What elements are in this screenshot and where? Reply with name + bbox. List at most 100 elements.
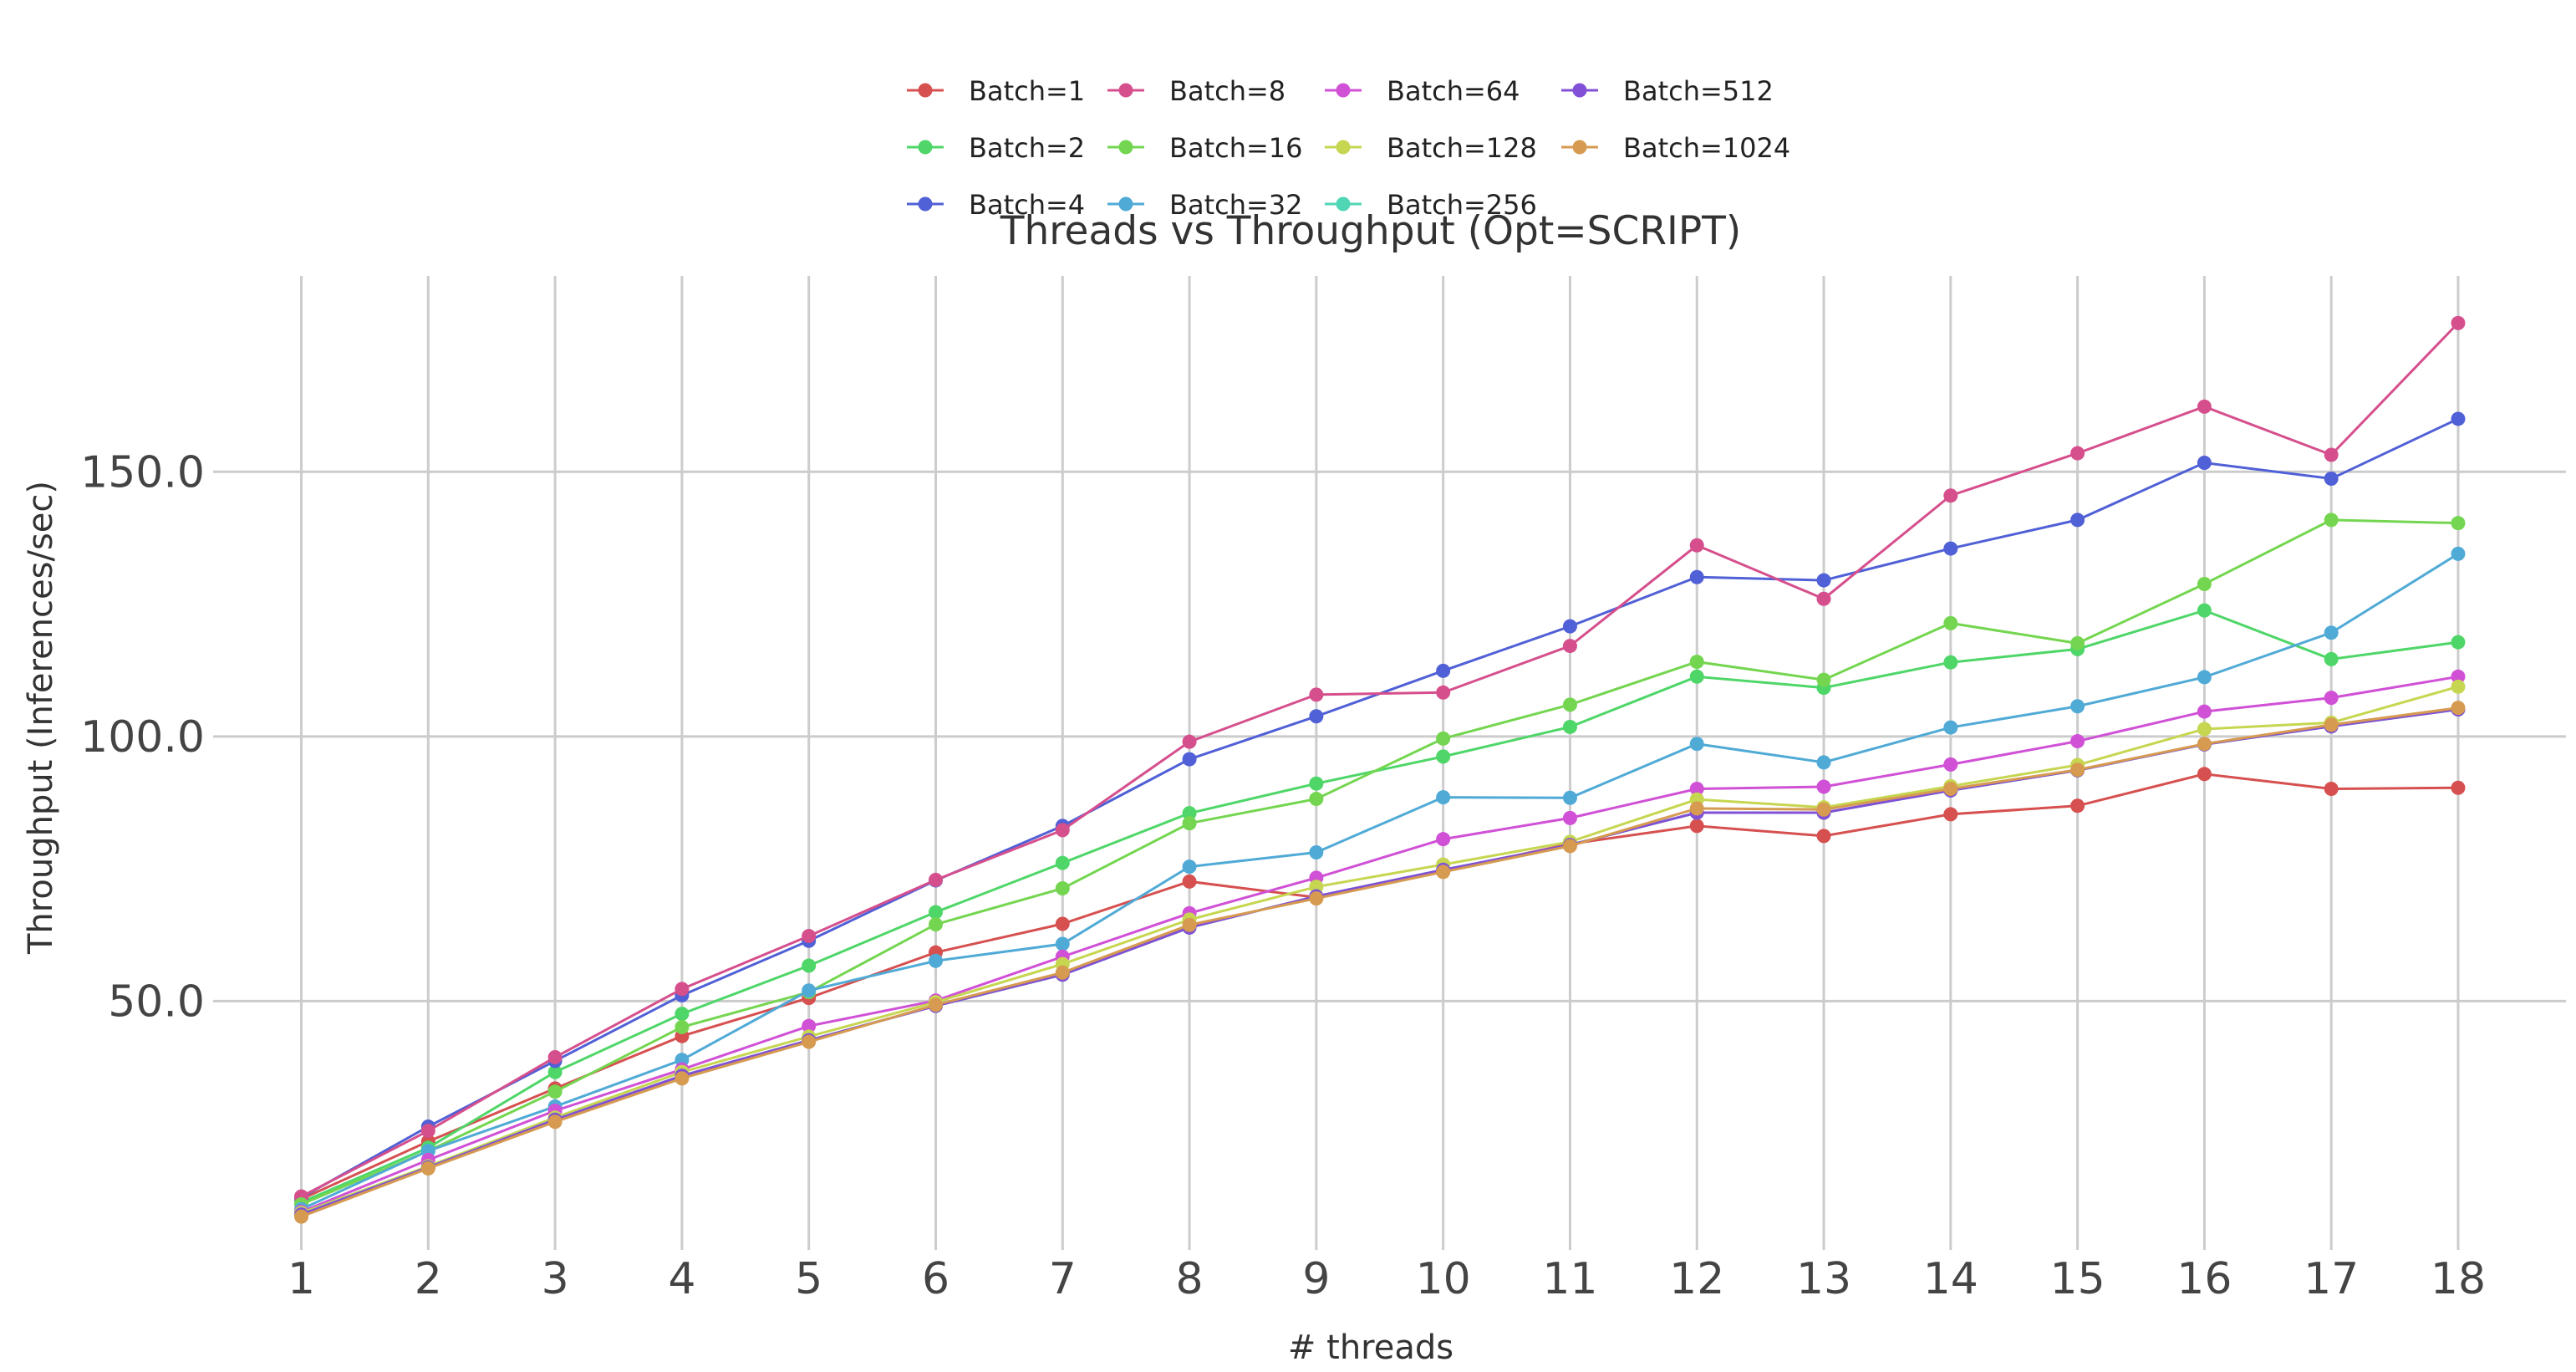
tick-labels: 1 2 3 4 5 6 7 8 9 10 11 12 13 14 15 16 17 1850.0100.0150.… <box>80 447 2486 1304</box>
data-point <box>2197 576 2212 591</box>
data-point <box>2451 546 2466 561</box>
data-point <box>1436 663 1451 678</box>
series-layer <box>294 315 2466 1224</box>
data-point <box>1816 829 1831 844</box>
data-point <box>928 917 943 932</box>
data-point <box>802 929 817 944</box>
legend-item: Batch=1024 <box>1561 132 1790 164</box>
legend-item: Batch=16 <box>1107 132 1303 164</box>
data-point <box>2451 516 2466 531</box>
legend-label: Batch=256 <box>1387 189 1537 221</box>
data-point <box>2197 603 2212 618</box>
y-tick-label: 150.0 <box>80 447 205 497</box>
legend-marker <box>918 196 933 212</box>
x-tick-label: 12 <box>1669 1254 1724 1304</box>
data-point <box>928 997 943 1012</box>
data-point <box>1182 806 1197 821</box>
data-point <box>2324 513 2339 528</box>
x-tick-label: 7 <box>1049 1254 1077 1304</box>
legend-label: Batch=32 <box>1169 189 1303 221</box>
data-point <box>2324 782 2339 797</box>
data-point <box>1309 687 1324 702</box>
data-point <box>928 953 943 968</box>
x-tick-label: 3 <box>542 1254 569 1304</box>
y-axis-label: Throughput (Inferences/sec) <box>22 481 60 955</box>
legend-label: Batch=16 <box>1169 132 1303 164</box>
series-line <box>300 553 2459 1211</box>
data-point <box>1816 573 1831 588</box>
data-point <box>420 1160 435 1176</box>
data-point <box>2324 717 2339 732</box>
data-point <box>1689 819 1704 834</box>
legend: Batch=1 Batch=2 Batch=4 Batch=8 Batch=16 Batc… <box>907 75 1790 221</box>
legend-marker <box>1572 140 1587 155</box>
chart-title: Threads vs Throughput (Opt=SCRIPT) <box>1000 208 1741 254</box>
data-point <box>675 1019 690 1034</box>
data-point <box>2197 767 2212 782</box>
series-line <box>300 322 2460 1198</box>
series-line <box>300 675 2459 1213</box>
data-point <box>1055 936 1070 951</box>
legend-item: Batch=256 <box>1325 189 1537 221</box>
y-tick-label: 50.0 <box>108 977 205 1027</box>
data-point <box>675 1007 690 1022</box>
data-point <box>1562 719 1577 734</box>
data-point <box>802 1034 817 1049</box>
data-point <box>1816 672 1831 687</box>
data-point <box>2197 670 2212 685</box>
data-point <box>1182 734 1197 749</box>
data-point <box>1055 823 1070 838</box>
series-line <box>301 685 2459 1215</box>
data-point <box>2197 737 2212 752</box>
data-point <box>928 905 943 920</box>
data-point <box>1309 709 1324 724</box>
data-point <box>1943 757 1958 772</box>
x-tick-label: 11 <box>1542 1254 1597 1304</box>
legend-label: Batch=1024 <box>1623 132 1790 164</box>
data-point <box>1689 655 1704 670</box>
data-point <box>2197 456 2212 471</box>
data-point <box>1436 685 1451 700</box>
data-point <box>1689 782 1704 797</box>
x-tick-label: 14 <box>1923 1254 1978 1304</box>
data-point <box>1436 865 1451 880</box>
y-tick-label: 100.0 <box>80 712 205 763</box>
legend-label: Batch=8 <box>1169 75 1285 107</box>
legend-marker <box>1336 83 1351 98</box>
data-point <box>2324 651 2339 666</box>
data-point <box>1309 891 1324 906</box>
data-point <box>420 1124 435 1139</box>
data-point <box>1436 790 1451 805</box>
data-point <box>1689 569 1704 584</box>
data-point <box>1943 615 1958 630</box>
x-tick-label: 1 <box>288 1254 315 1304</box>
data-point <box>1309 776 1324 791</box>
data-point <box>1943 655 1958 670</box>
data-point <box>1689 538 1704 553</box>
data-point <box>1436 832 1451 847</box>
legend-marker <box>1118 196 1133 212</box>
data-point <box>1436 749 1451 764</box>
data-point <box>1182 859 1197 875</box>
data-point <box>547 1084 563 1099</box>
data-point <box>2197 399 2212 414</box>
data-point <box>1689 801 1704 816</box>
data-point <box>1182 752 1197 767</box>
legend-item: Batch=512 <box>1561 75 1774 107</box>
data-point <box>1055 881 1070 896</box>
x-tick-label: 5 <box>795 1254 822 1304</box>
data-point <box>2451 315 2466 330</box>
legend-label: Batch=64 <box>1387 75 1520 107</box>
legend-label: Batch=128 <box>1387 132 1537 164</box>
data-point <box>294 1209 309 1224</box>
legend-item: Batch=32 <box>1107 189 1303 221</box>
data-point <box>1562 790 1577 805</box>
x-tick-label: 2 <box>415 1254 442 1304</box>
data-point <box>1943 782 1958 797</box>
legend-item: Batch=2 <box>907 132 1085 164</box>
data-point <box>2070 699 2085 714</box>
legend-marker <box>1336 140 1351 155</box>
data-point <box>2451 701 2466 716</box>
legend-marker <box>1572 83 1587 98</box>
